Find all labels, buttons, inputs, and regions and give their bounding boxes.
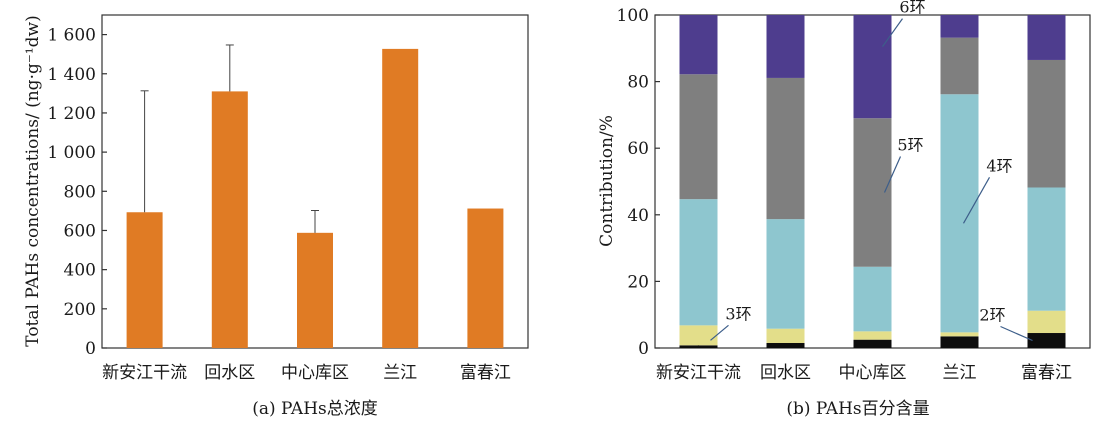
panel-b-bar-segment xyxy=(1027,59,1066,188)
panel-b-bar-segment xyxy=(766,219,805,329)
panel-b-bar-segment xyxy=(853,118,892,267)
panel-a-y-tick-label: 0 xyxy=(85,339,96,359)
panel-a-bar xyxy=(126,212,163,348)
panel-b-bar-segment xyxy=(940,332,979,337)
panel-b-bar-segment xyxy=(853,266,892,332)
panel-a-y-tick-label: 200 xyxy=(64,300,96,320)
panel-b-annotation-label: 2环 xyxy=(979,306,1005,325)
panel-a-y-axis-title: Total PAHs concentrations/ (ng·g⁻¹dw) xyxy=(23,15,43,346)
panel-b-bar-segment xyxy=(1027,15,1066,60)
panel-b-bar-segment xyxy=(679,325,718,346)
panel-b-percent-contribution-chart: Contribution/% (b) PAHs百分含量 0 20 40 60 80 100… xyxy=(597,0,1091,419)
panel-b-category-label: 回水区 xyxy=(760,363,811,383)
panel-b-bar-segment xyxy=(766,15,805,78)
panel-b-annotation-leader xyxy=(882,18,903,47)
panel-b-bar-segment xyxy=(940,15,979,38)
panel-a-bar xyxy=(211,91,248,349)
panel-b-y-axis-title: Contribution/% xyxy=(597,115,617,247)
panel-b-y-tick-label: 40 xyxy=(627,206,649,226)
panel-b-annotation-leader xyxy=(883,156,902,193)
panel-a-total-concentration-chart: Total PAHs concentrations/ (ng·g⁻¹dw) (a… xyxy=(23,14,529,419)
panel-b-bar-segment xyxy=(766,343,805,348)
panel-b-bar-segment xyxy=(1027,333,1066,348)
panel-a-category-label: 兰江 xyxy=(383,363,417,383)
panel-b-bar-segment xyxy=(853,331,892,340)
panel-a-y-tick-label: 600 xyxy=(64,221,96,241)
panel-b-annotation-label: 3环 xyxy=(725,304,751,323)
panel-b-bar-segment xyxy=(679,345,718,348)
panel-a-caption: (a) PAHs总浓度 xyxy=(252,399,378,419)
panel-a-category-label: 中心库区 xyxy=(281,363,349,383)
panel-a-category-label: 回水区 xyxy=(204,363,255,383)
panel-b-bar-segment xyxy=(679,74,718,200)
panel-b-caption: (b) PAHs百分含量 xyxy=(786,399,929,419)
panel-b-category-label: 新安江干流 xyxy=(656,363,741,383)
panel-b-annotation-leader xyxy=(962,177,991,224)
panel-b-y-tick-label: 0 xyxy=(638,339,649,359)
panel-b-y-tick-label: 100 xyxy=(617,6,649,26)
panel-b-bar-segment xyxy=(766,328,805,344)
panel-a-bar xyxy=(297,232,333,348)
panel-b-bar-segment xyxy=(1027,187,1066,311)
panel-a-bar xyxy=(467,208,504,348)
panel-b-bar-segment xyxy=(940,37,979,95)
panel-b-bar-segment xyxy=(940,336,979,348)
panel-b-bar-segment xyxy=(940,94,979,333)
panel-b-bar-segment xyxy=(679,199,718,326)
panel-a-y-tick-label: 1 400 xyxy=(47,65,96,85)
panel-b-y-tick-label: 20 xyxy=(627,272,649,292)
panel-a-y-tick-label: 1 600 xyxy=(47,26,96,46)
panel-b-annotation-leader xyxy=(710,324,729,341)
panel-a-y-tick-label: 400 xyxy=(64,261,96,281)
panel-b-annotation-label: 6环 xyxy=(899,0,925,17)
panel-b-y-tick-label: 80 xyxy=(627,73,649,93)
panel-b-bar-segment xyxy=(853,15,892,119)
panel-b-category-label: 中心库区 xyxy=(839,363,907,383)
panel-b-y-tick-label: 60 xyxy=(627,139,649,159)
panel-b-annotation-leader xyxy=(1000,325,1033,342)
panel-a-y-tick-label: 1 000 xyxy=(47,143,96,163)
panel-b-category-label: 兰江 xyxy=(943,363,977,383)
panel-b-category-label: 富春江 xyxy=(1021,363,1072,383)
panel-a-category-label: 新安江干流 xyxy=(102,363,187,383)
panel-b-annotation-label: 5环 xyxy=(897,135,923,154)
panel-b-bar-segment xyxy=(853,339,892,348)
panel-b-bar-segment xyxy=(766,77,805,220)
panel-b-bar-segment xyxy=(679,15,718,75)
panel-a-bar xyxy=(382,48,419,349)
panel-a-category-label: 富春江 xyxy=(460,363,511,383)
panel-b-bar-segment xyxy=(1027,310,1066,334)
panel-b-annotation-label: 4环 xyxy=(986,156,1012,175)
panel-a-y-tick-label: 800 xyxy=(64,182,96,202)
panel-a-y-tick-label: 1 200 xyxy=(47,104,96,124)
